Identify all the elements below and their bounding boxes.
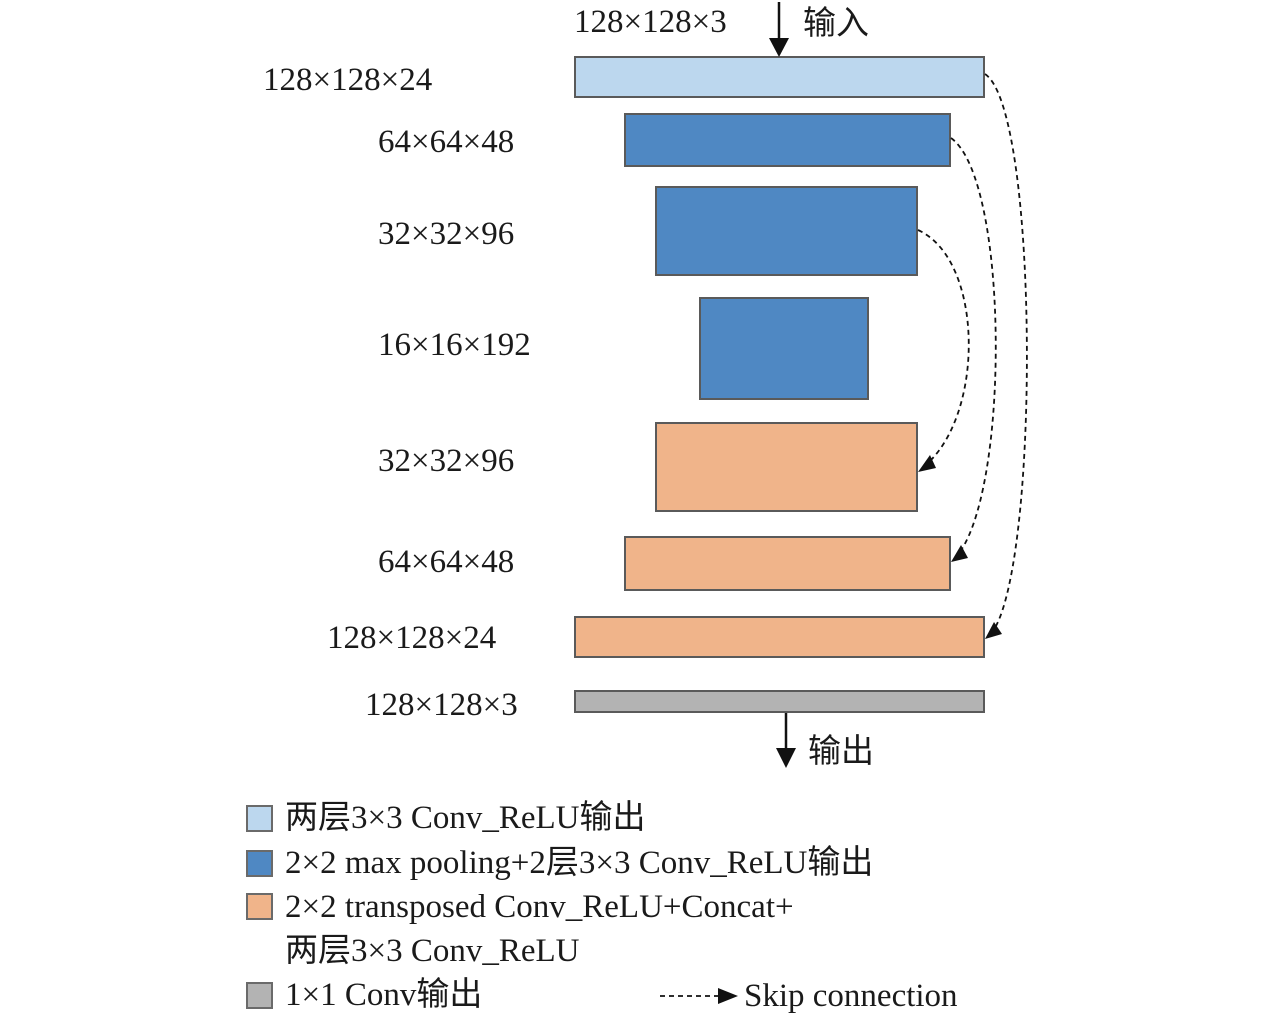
legend-swatch-orange: [246, 893, 273, 920]
legend-item-conv-relu: 两层3×3 Conv_ReLU输出: [285, 800, 646, 836]
layer-dims-label: 128×128×24: [263, 62, 433, 98]
encoder-block-3: [655, 186, 918, 276]
layer-dims-label: 64×64×48: [378, 124, 515, 160]
layer-dims-label: 128×128×3: [365, 687, 518, 723]
decoder-block-2: [624, 536, 951, 591]
layer-dims-label: 64×64×48: [378, 544, 515, 580]
legend-item-conv1x1: 1×1 Conv输出: [285, 977, 483, 1013]
legend-item-pool-conv: 2×2 max pooling+2层3×3 Conv_ReLU输出: [285, 845, 874, 881]
encoder-block-1: [574, 56, 985, 98]
output-arrow: [776, 713, 796, 768]
encoder-block-2: [624, 113, 951, 167]
legend-swatch-gray: [246, 982, 273, 1009]
legend-swatch-light-blue: [246, 805, 273, 832]
decoder-block-1: [655, 422, 918, 512]
decoder-block-3: [574, 616, 985, 658]
input-dims-label: 128×128×3: [574, 4, 727, 40]
skip-connection-3: [984, 73, 1028, 639]
legend-skip-connection-label: Skip connection: [744, 978, 958, 1014]
layer-dims-label: 16×16×192: [378, 327, 531, 363]
skip-connection-2: [950, 137, 997, 562]
skip-connection-1: [917, 229, 970, 472]
layer-dims-label: 32×32×96: [378, 216, 515, 252]
legend-skip-arrow-icon: [660, 988, 738, 1004]
input-label: 输入: [803, 6, 869, 42]
output-label: 输出: [808, 734, 874, 770]
input-arrow: [769, 2, 789, 57]
layer-dims-label: 128×128×24: [327, 620, 497, 656]
output-block: [574, 690, 985, 713]
bottleneck-block: [699, 297, 869, 400]
legend-swatch-blue: [246, 850, 273, 877]
legend-item-transposed-line2: 两层3×3 Conv_ReLU: [285, 933, 580, 969]
layer-dims-label: 32×32×96: [378, 443, 515, 479]
legend-item-transposed-line1: 2×2 transposed Conv_ReLU+Concat+: [285, 889, 794, 925]
